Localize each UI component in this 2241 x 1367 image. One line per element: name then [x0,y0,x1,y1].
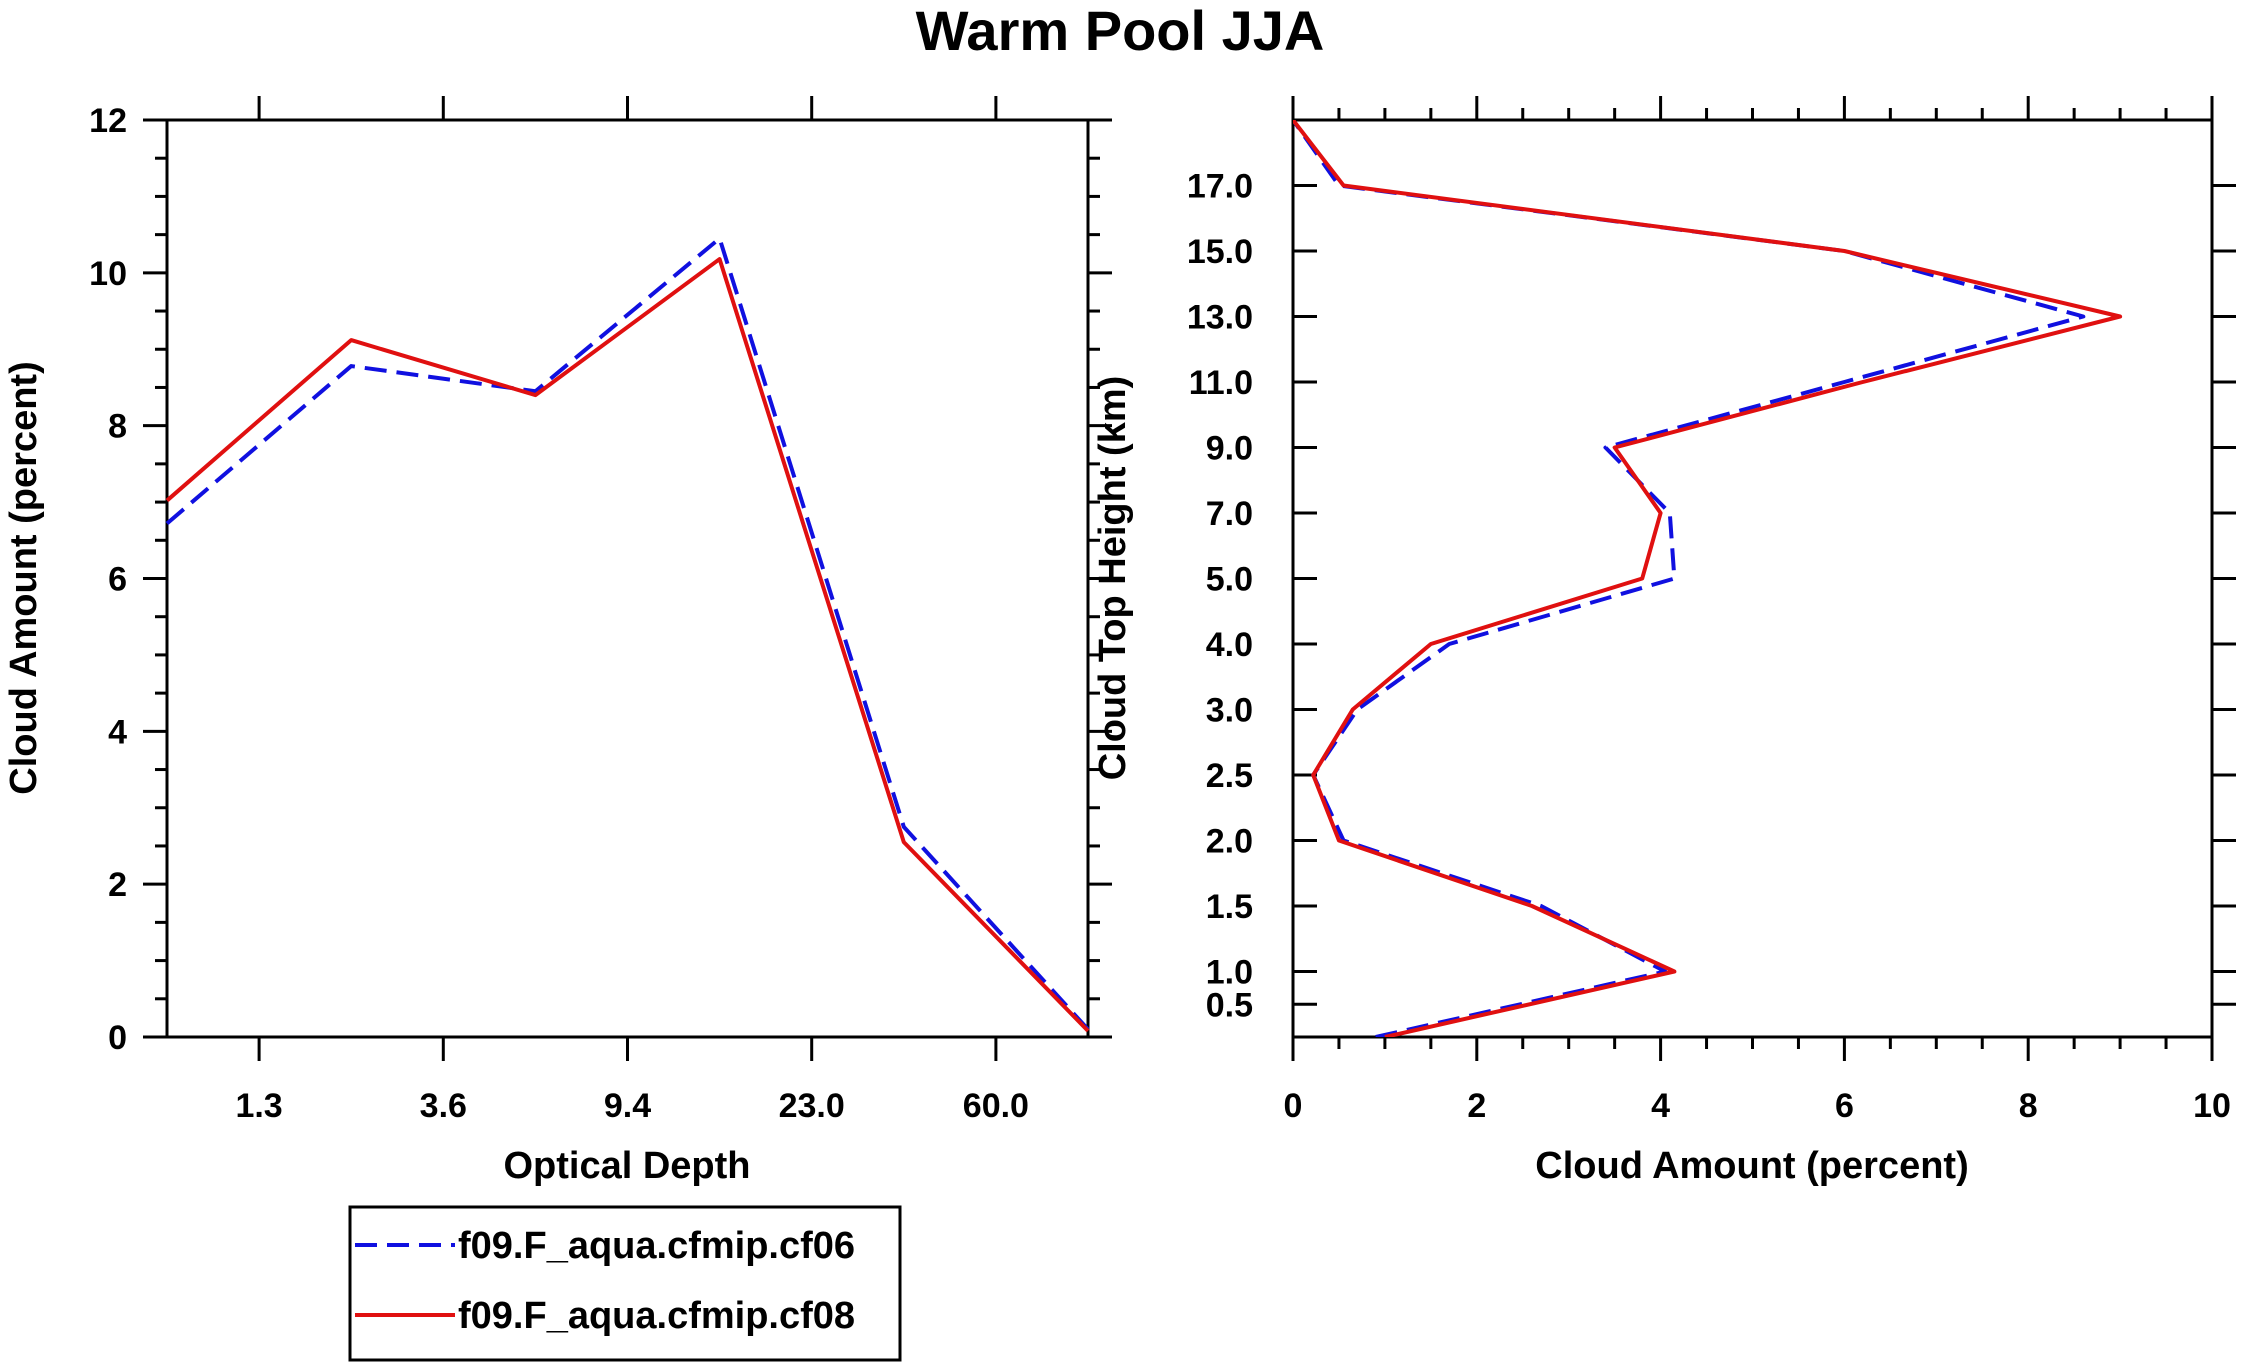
right-y-tick-label: 15.0 [1187,233,1253,271]
right-y-tick-label: 7.0 [1206,495,1253,533]
right-y-tick-label: 2.0 [1206,823,1253,861]
right-x-tick-label: 0 [1284,1087,1303,1125]
left-x-tick-label: 3.6 [420,1087,467,1125]
left-y-axis-label: Cloud Amount (percent) [3,361,45,794]
right-y-tick-label: 5.0 [1206,561,1253,599]
left-plot-frame [165,118,1090,1039]
right-y-tick-label: 1.5 [1206,888,1253,926]
left-y-tick-label: 4 [108,713,127,751]
legend-label-cf08: f09.F_aqua.cfmip.cf08 [458,1295,855,1337]
right-y-tick-label: 3.0 [1206,692,1253,730]
right-y-tick-label: 9.0 [1206,430,1253,468]
right-y-tick-label: 0.5 [1206,986,1253,1024]
right-series-line-cf06 [1293,120,2086,1037]
right-y-tick-label: 11.0 [1189,364,1253,402]
right-x-tick-label: 4 [1651,1087,1670,1125]
right-panel: Cloud Amount (percent) Cloud Top Height … [1092,96,2236,1187]
left-series-line-cf06 [165,236,1090,1031]
right-x-tick-label: 8 [2019,1087,2038,1125]
left-x-tick-label: 23.0 [779,1087,845,1125]
left-x-tick-label: 1.3 [235,1087,282,1125]
right-x-tick-label: 2 [1467,1087,1486,1125]
right-y-tick-label: 17.0 [1187,168,1253,206]
left-panel: Optical Depth Cloud Amount (percent) 0 2 4… [3,96,1112,1187]
legend-box [348,1205,902,1362]
right-x-tick-label: 6 [1835,1087,1854,1125]
right-y-axis-label: Cloud Top Height (km) [1092,376,1134,781]
chart-title: Warm Pool JJA [916,0,1325,62]
left-y-tick-label: 2 [108,866,127,904]
left-y-tick-label: 10 [89,255,127,293]
right-series-line-cf08 [1293,120,2123,1037]
left-y-tick-label: 0 [108,1019,127,1057]
right-x-axis-label: Cloud Amount (percent) [1535,1145,1968,1187]
right-plot-frame [1291,118,2214,1039]
left-y-tick-label: 12 [89,102,127,140]
legend-label-cf06: f09.F_aqua.cfmip.cf06 [458,1225,855,1267]
right-y-tick-label: 1.0 [1206,954,1253,992]
left-y-tick-label: 6 [108,561,127,599]
right-y-tick-label: 4.0 [1206,626,1253,664]
right-y-tick-label: 2.5 [1206,757,1253,795]
left-series-line-cf08 [165,257,1090,1033]
left-x-tick-label: 9.4 [604,1087,651,1125]
right-x-tick-label: 10 [2193,1087,2231,1125]
left-x-axis-label: Optical Depth [503,1145,750,1187]
legend: f09.F_aqua.cfmip.cf06 f09.F_aqua.cfmip.c… [348,1205,902,1362]
left-y-tick-label: 8 [108,408,127,446]
right-y-tick-label: 13.0 [1187,299,1253,337]
left-x-tick-label: 60.0 [963,1087,1029,1125]
